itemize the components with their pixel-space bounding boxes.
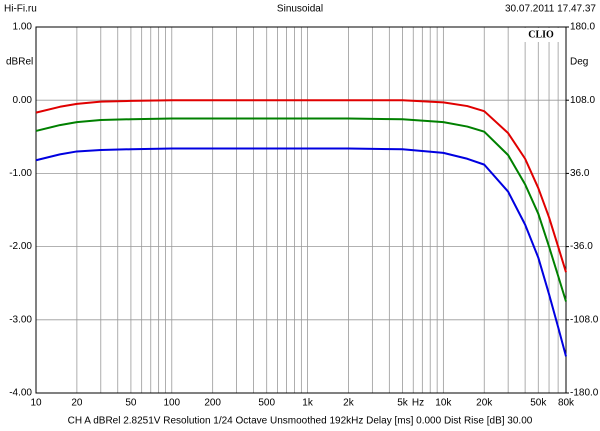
series-line: [35, 147, 567, 357]
x-tick-label: 10k: [435, 398, 452, 409]
y-tick-label: -3.00: [9, 314, 32, 325]
x-tick-label: 10: [30, 398, 42, 409]
y-tick-label: 1.00: [13, 22, 33, 33]
y-tick-label: 0.00: [13, 95, 33, 106]
series-line: [35, 117, 567, 302]
footer: CH A dBRel 2.8251V Resolution 1/24 Octav…: [68, 416, 533, 427]
x-tick-label: 80k: [558, 398, 575, 409]
series-line: [35, 99, 567, 273]
y2-tick-label: 180.0: [570, 22, 595, 33]
y2-tick-label: 108.0: [570, 95, 595, 106]
y2-axis-label: Deg: [570, 57, 588, 68]
x-tick-label: 50k: [530, 398, 547, 409]
y2-tick-label: -36.0: [570, 241, 593, 252]
x-tick-label: 100: [163, 398, 180, 409]
x-tick-label: 20k: [476, 398, 493, 409]
x-tick-label: 200: [204, 398, 221, 409]
x-tick-label: 50: [125, 398, 137, 409]
source: Hi-Fi.ru: [4, 4, 37, 15]
y-tick-label: -4.00: [9, 388, 32, 399]
y2-tick-label: 36.0: [570, 168, 590, 179]
timestamp: 30.07.2011 17.47.37: [505, 4, 596, 15]
y2-tick-label: -180.0: [570, 388, 599, 399]
x-tick-label: 20: [71, 398, 83, 409]
plot-frame: [35, 26, 567, 394]
y2-tick-label: -108.0: [570, 314, 599, 325]
brand-box: [518, 28, 564, 42]
brand: CLIO: [528, 29, 554, 40]
x-unit: Hz: [412, 398, 424, 409]
y-tick-label: -2.00: [9, 241, 32, 252]
y-tick-label: -1.00: [9, 168, 32, 179]
x-tick-label: 1k: [302, 398, 314, 409]
y-axis-label: dBRel: [6, 57, 33, 68]
chart-title: Sinusoidal: [277, 4, 323, 15]
x-tick-label: 2k: [343, 398, 355, 409]
x-tick-label: 5k: [397, 398, 409, 409]
x-tick-label: 500: [258, 398, 275, 409]
